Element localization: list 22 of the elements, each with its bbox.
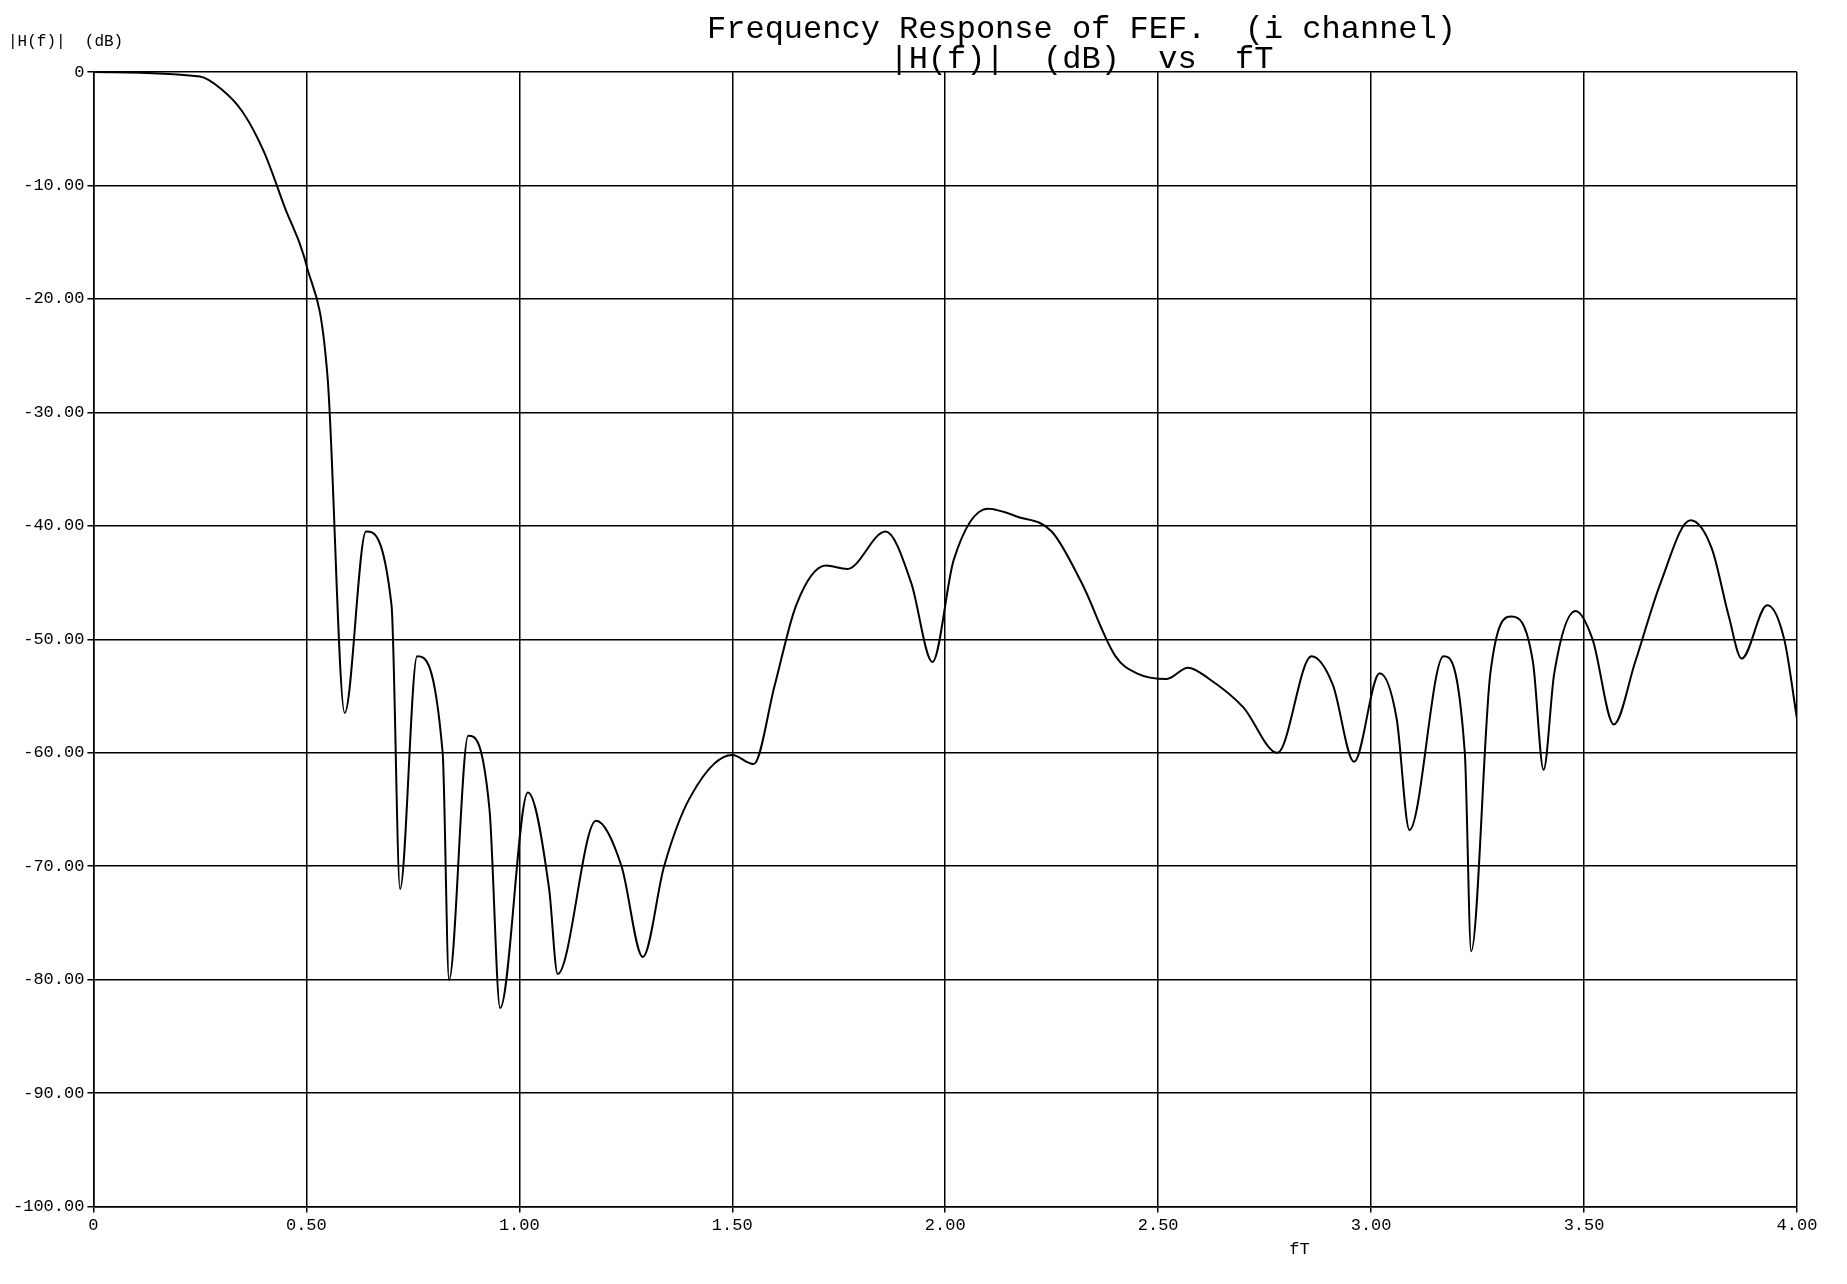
y-tick-label: -100.00 [12, 1197, 85, 1217]
x-tick-label: 1.00 [498, 1216, 540, 1236]
y-tick-label: -30.00 [23, 402, 85, 422]
x-axis-title: fT [1289, 1239, 1310, 1259]
y-tick-label: -10.00 [23, 175, 85, 195]
x-tick-label: 1.50 [711, 1216, 753, 1236]
y-tick-label: -90.00 [23, 1083, 85, 1103]
x-tick-label: 2.50 [1137, 1216, 1179, 1236]
y-tick-label: -70.00 [23, 856, 85, 876]
y-tick-label: -20.00 [23, 289, 85, 309]
y-tick-label: -80.00 [23, 970, 85, 990]
x-tick-label: 3.00 [1350, 1216, 1392, 1236]
x-tick-label: 4.00 [1776, 1216, 1818, 1236]
y-tick-label: -40.00 [23, 516, 85, 536]
y-axis-title: |H(f)| (dB) [8, 33, 124, 52]
y-tick-label: -50.00 [23, 629, 85, 649]
x-tick-label: 0.50 [285, 1216, 327, 1236]
x-tick-label: 3.50 [1563, 1216, 1605, 1236]
y-tick-label: 0 [74, 62, 85, 82]
x-tick-label: 0 [88, 1216, 99, 1236]
x-tick-label: 2.00 [924, 1216, 966, 1236]
y-tick-label: -60.00 [23, 743, 85, 763]
